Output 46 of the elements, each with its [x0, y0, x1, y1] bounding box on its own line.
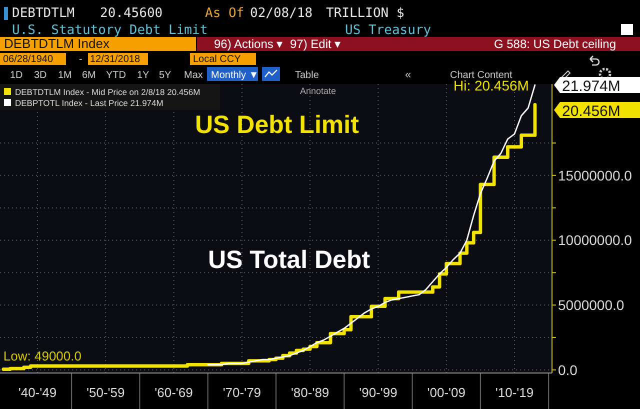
- text: 6M: [82, 70, 96, 81]
- text: 1M: [58, 70, 72, 81]
- text: 02/08/18: [250, 6, 313, 21]
- text: 12/31/2018: [90, 54, 140, 65]
- annotation: Annotate: [300, 86, 336, 96]
- text: 20.456M: [562, 103, 620, 120]
- text: Local CCY: [193, 54, 242, 65]
- x-tick-label: '50-'59: [86, 385, 125, 400]
- chart-title: U.S. Statutory Debt Limit: [12, 23, 208, 38]
- text: As Of: [205, 6, 244, 21]
- text: 96) Actions ▾: [214, 37, 283, 51]
- text: 20.45600: [100, 6, 163, 21]
- y-tick-label: 5000000.0: [558, 297, 624, 314]
- text: 3D: [34, 70, 47, 81]
- text: Table: [295, 70, 320, 81]
- text: «: [405, 69, 412, 81]
- text: TRILLION $: [326, 6, 404, 21]
- text: YTD: [106, 70, 126, 81]
- x-tick-label: '90-'99: [359, 385, 398, 400]
- text: 1Y: [137, 70, 150, 81]
- x-tick-label: '80-'89: [290, 385, 330, 400]
- x-tick-label: '60-'69: [154, 385, 193, 400]
- y-tick-label: 0.0: [558, 362, 578, 378]
- x-tick-label: '70-'79: [222, 385, 262, 400]
- text: 1D: [10, 70, 23, 81]
- y-tick-label: 10000000.0: [558, 232, 632, 248]
- text: US Treasury: [345, 23, 432, 38]
- x-tick-label: '10-'19: [495, 385, 534, 400]
- text: DEBTDTLM Index: [4, 36, 110, 51]
- annotation: US Total Debt: [208, 246, 371, 274]
- legend-label: DEBTDTLM Index - Mid Price on 2/8/18 20.456M: [15, 87, 200, 97]
- text: G 588: US Debt ceiling: [494, 37, 616, 51]
- y-tick-label: 15000000.0: [558, 167, 632, 184]
- text: DEBTDTLM: [12, 6, 75, 21]
- text: -: [79, 54, 82, 65]
- legend-label: DEBPTOTL Index - Last Price 21.974M: [15, 98, 164, 108]
- text: 21.974M: [562, 78, 620, 95]
- x-tick-label: '40-'49: [18, 385, 57, 400]
- annotation: Low: 49000.0: [3, 348, 82, 364]
- text: 97) Edit ▾: [290, 37, 341, 51]
- annotation: US Debt Limit: [195, 111, 360, 139]
- x-tick-label: '00-'09: [427, 385, 466, 400]
- text: 5Y: [159, 70, 172, 81]
- text: 06/28/1940: [3, 54, 54, 65]
- text: Max: [184, 70, 203, 81]
- text: Monthly ▼: [211, 70, 259, 81]
